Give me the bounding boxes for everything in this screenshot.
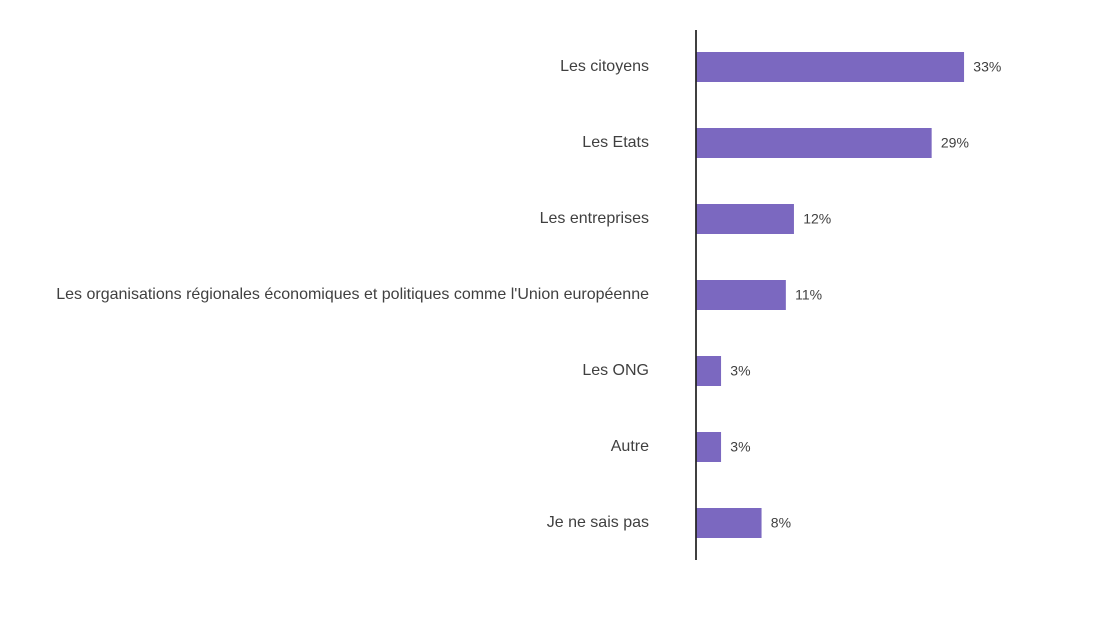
category-label-0: Les citoyens [560, 58, 649, 75]
bar-6 [696, 508, 762, 538]
bar-2 [696, 204, 794, 234]
value-label-1: 29% [941, 135, 969, 151]
category-labels: Les citoyens Les Etats Les entreprises Les … [56, 58, 649, 531]
bar-0 [696, 52, 965, 82]
bar-5 [696, 432, 722, 462]
bar-4 [696, 356, 722, 386]
value-label-3: 11% [795, 287, 822, 303]
bar-3 [696, 280, 786, 310]
category-label-1: Les Etats [582, 134, 649, 151]
value-label-6: 8% [771, 515, 791, 531]
category-label-3: Les organisations régionales économiques… [56, 286, 649, 303]
category-label-5: Autre [611, 438, 649, 455]
bar-1 [696, 128, 932, 158]
category-label-4: Les ONG [582, 362, 649, 379]
value-label-0: 33% [973, 59, 1001, 75]
value-label-2: 12% [803, 211, 831, 227]
value-label-4: 3% [730, 363, 750, 379]
category-label-2: Les entreprises [540, 210, 649, 227]
category-label-6: Je ne sais pas [547, 514, 649, 531]
value-labels: 33% 29% 12% 11% 3% 3% 8% [730, 59, 1001, 531]
value-label-5: 3% [730, 439, 750, 455]
bars-layer [696, 52, 965, 538]
